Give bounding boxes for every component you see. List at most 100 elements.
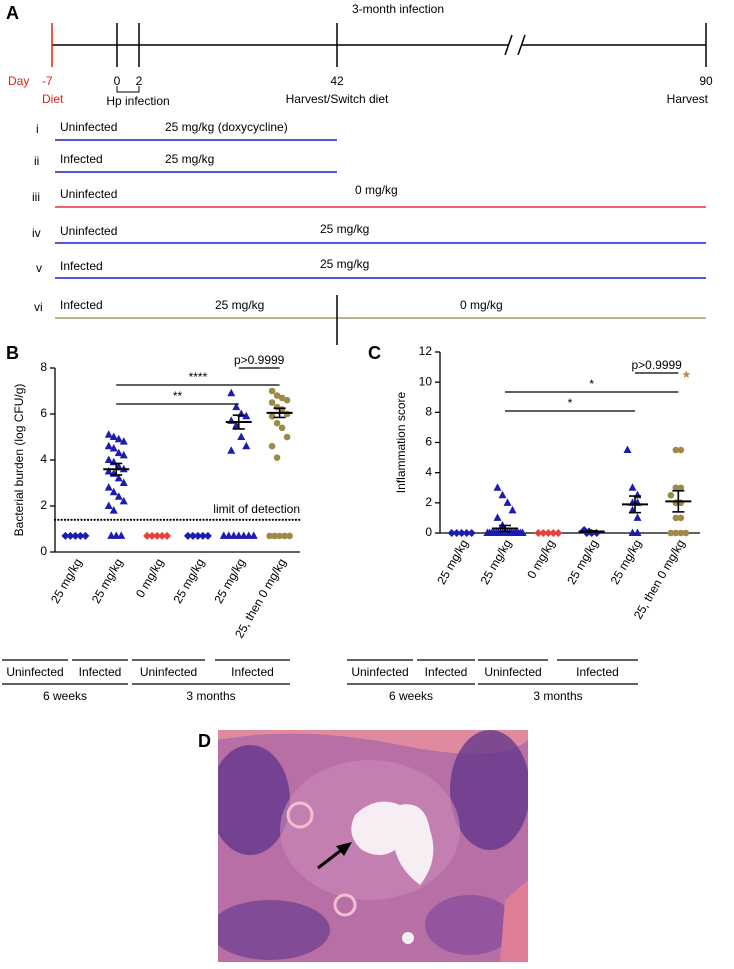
y-tick-label: 4 <box>425 465 432 479</box>
y-tick-label: 10 <box>419 374 433 388</box>
data-point <box>148 531 157 540</box>
data-point <box>672 484 680 492</box>
data-point <box>554 529 563 537</box>
data-point <box>508 505 517 514</box>
data-point <box>276 532 283 540</box>
data-point <box>193 531 202 540</box>
row-numeral: iv <box>32 226 41 240</box>
data-point <box>273 392 281 399</box>
data-point <box>268 399 276 406</box>
event: Diet <box>42 92 64 106</box>
group-label: Uninfected <box>140 665 197 679</box>
x-tick-label: 25 mg/kg <box>170 556 207 606</box>
row-dose: 25 mg/kg <box>165 152 214 166</box>
y-tick-label: 2 <box>425 495 432 509</box>
data-point <box>544 529 553 537</box>
row-dose: 25 mg/kg <box>320 257 369 271</box>
data-point <box>677 446 685 454</box>
row-numeral: ii <box>34 154 39 168</box>
row-numeral: i <box>36 122 39 136</box>
data-point <box>104 501 113 509</box>
row-infection: Infected <box>60 259 103 273</box>
row-dose: 0 mg/kg <box>460 298 503 312</box>
row-infection: Uninfected <box>60 120 117 134</box>
x-tick-label: 0 mg/kg <box>524 537 557 581</box>
data-point <box>672 514 680 522</box>
data-point <box>158 531 167 540</box>
x-tick-label: 0 mg/kg <box>133 556 166 600</box>
data-point <box>534 529 543 537</box>
data-point <box>682 370 691 379</box>
group-label: Infected <box>425 665 468 679</box>
data-point <box>61 531 70 540</box>
panel-label: D <box>198 731 211 751</box>
group-label: Uninfected <box>351 665 408 679</box>
data-point <box>278 424 286 432</box>
data-point <box>203 531 212 540</box>
data-point <box>119 478 128 486</box>
data-point <box>232 402 241 411</box>
data-point <box>268 442 276 450</box>
data-point <box>114 434 123 443</box>
y-tick-label: 4 <box>40 452 47 466</box>
group-label: Infected <box>231 665 274 679</box>
data-point <box>109 432 118 440</box>
row-numeral: iii <box>32 190 40 204</box>
significance-label: p>0.9999 <box>234 353 285 367</box>
data-point <box>503 498 512 506</box>
data-point <box>633 513 642 521</box>
group-label: Infected <box>79 665 122 679</box>
data-point <box>242 441 251 450</box>
data-point <box>242 411 251 420</box>
y-tick-label: 0 <box>40 544 47 558</box>
histology-image <box>218 730 528 962</box>
data-point <box>682 529 690 537</box>
data-point <box>81 531 90 540</box>
data-point <box>104 441 113 450</box>
data-point <box>677 484 685 492</box>
y-tick-label: 2 <box>40 498 47 512</box>
data-point <box>623 445 632 454</box>
x-tick-label: 25 mg/kg <box>48 556 85 606</box>
row-infection: Uninfected <box>60 187 117 201</box>
group-label: 6 weeks <box>389 689 433 703</box>
group-label: 6 weeks <box>43 689 87 703</box>
data-point <box>667 491 675 499</box>
data-point <box>281 532 288 540</box>
day: -7 <box>42 74 53 88</box>
data-point <box>452 529 461 537</box>
data-point <box>672 529 680 537</box>
row-dose: 25 mg/kg <box>320 222 369 236</box>
data-point <box>286 532 293 540</box>
significance-label: ** <box>173 389 183 403</box>
significance-label: * <box>568 396 573 410</box>
row-dose: 25 mg/kg (doxycycline) <box>165 120 288 134</box>
x-tick-label: 25 mg/kg <box>608 537 645 587</box>
group-label: Infected <box>576 665 619 679</box>
data-point <box>283 396 291 404</box>
data-point <box>71 531 80 540</box>
event: Harvest/Switch diet <box>286 92 389 106</box>
data-point <box>266 532 273 540</box>
data-point <box>104 483 113 491</box>
data-point <box>119 496 128 505</box>
row-numeral: vi <box>34 300 43 314</box>
data-point <box>493 483 502 491</box>
timeline-axis <box>51 23 707 93</box>
data-point <box>104 430 113 438</box>
group-label: Uninfected <box>484 665 541 679</box>
data-point <box>183 531 192 540</box>
data-point <box>227 388 236 397</box>
x-tick-label: 25 mg/kg <box>89 556 126 606</box>
y-axis-label: Bacterial burden (log CFU/g) <box>12 384 26 537</box>
data-point <box>447 529 456 537</box>
data-point <box>188 531 197 540</box>
x-tick-label: 25 mg/kg <box>478 537 515 587</box>
data-point <box>457 529 466 537</box>
day: 42 <box>330 74 344 88</box>
data-point <box>667 529 675 537</box>
row-infection: Uninfected <box>60 224 117 238</box>
x-tick-label: 25 mg/kg <box>434 537 471 587</box>
data-point <box>518 528 527 536</box>
